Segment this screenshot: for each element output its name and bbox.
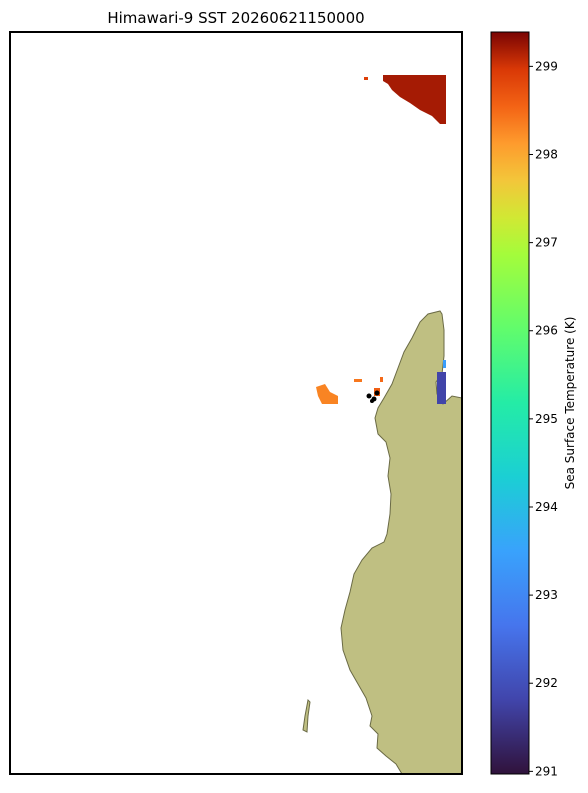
colorbar-tick-label: 295 — [535, 412, 558, 426]
colorbar-tick-label: 299 — [535, 59, 558, 73]
colorbar-tick-label: 297 — [535, 236, 558, 250]
sst-patch — [437, 372, 446, 404]
island — [302, 698, 311, 733]
colorbar-tick-label: 291 — [535, 764, 558, 778]
colorbar-tick-label: 293 — [535, 588, 558, 602]
station-marker — [370, 399, 374, 403]
colorbar-tick-label: 296 — [535, 324, 558, 338]
colorbar-label: Sea Surface Temperature (K) — [563, 317, 577, 490]
colorbar-tick-label: 298 — [535, 147, 558, 161]
map — [9, 31, 463, 775]
colorbar-tick-label: 294 — [535, 500, 558, 514]
map-title: Himawari-9 SST 20260621150000 — [107, 9, 364, 27]
station-marker — [374, 390, 380, 396]
colorbar-tick-label: 292 — [535, 676, 558, 690]
station-markers — [366, 390, 380, 403]
colorbar-gradient — [490, 31, 530, 775]
sst-patch — [380, 377, 383, 382]
sst-patch — [316, 384, 338, 404]
colorbar: 291 292 293 294 295 296 297 298 299 — [490, 31, 558, 778]
sst-patch — [354, 379, 362, 382]
sst-patch — [383, 75, 446, 124]
land — [340, 310, 463, 775]
map-frame — [9, 31, 463, 775]
sst-patch — [443, 360, 446, 368]
sst-patch — [364, 77, 368, 80]
station-marker — [366, 393, 372, 399]
